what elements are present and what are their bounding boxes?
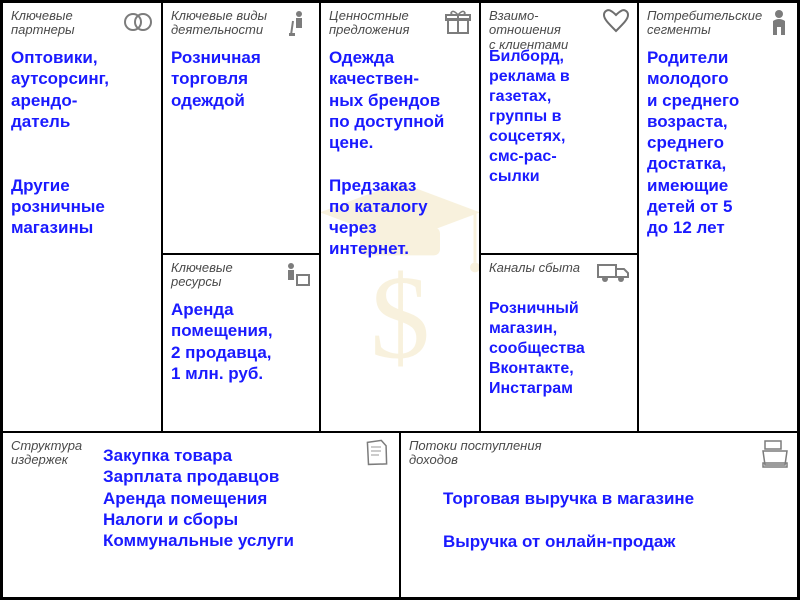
body-key-resources: Аренда помещения, 2 продавца, 1 млн. руб… bbox=[171, 297, 311, 384]
title-revenue: Потоки поступления доходов bbox=[409, 439, 569, 468]
rings-icon bbox=[123, 9, 153, 38]
title-relationships: Взаимо- отношения с клиентами bbox=[489, 9, 568, 52]
cell-channels: Каналы сбыта Розничный магазин, сообщест… bbox=[480, 254, 638, 432]
body-key-activities: Розничная торговля одеждой bbox=[171, 45, 311, 111]
person-box-icon bbox=[283, 261, 311, 292]
gift-icon bbox=[445, 9, 471, 40]
body-relationships: Билборд, реклама в газетах, группы в соц… bbox=[489, 45, 629, 187]
title-key-partners: Ключевые партнеры bbox=[11, 9, 119, 38]
document-icon bbox=[365, 439, 391, 472]
body-value-prop: Одежда качествен- ных брендов по доступн… bbox=[329, 45, 471, 260]
cell-key-partners: Ключевые партнеры Оптовики, аутсорсинг, … bbox=[2, 2, 162, 432]
person-icon bbox=[769, 9, 789, 44]
canvas-root: $ Ключевые партнеры Оптовики, аутсорсинг… bbox=[0, 0, 800, 600]
cell-revenue: Потоки поступления доходов Торговая выру… bbox=[400, 432, 798, 598]
truck-icon bbox=[597, 261, 629, 288]
worker-icon bbox=[287, 9, 311, 42]
heart-icon bbox=[603, 9, 629, 38]
body-channels: Розничный магазин, сообщества Вконтакте,… bbox=[489, 297, 629, 399]
cell-relationships: Взаимо- отношения с клиентами Билборд, р… bbox=[480, 2, 638, 254]
cash-register-icon bbox=[761, 439, 789, 474]
cell-segments: Потребительские сегменты Родители молодо… bbox=[638, 2, 798, 432]
title-key-activities: Ключевые виды деятельности bbox=[171, 9, 283, 38]
title-key-resources: Ключевые ресурсы bbox=[171, 261, 279, 290]
body-segments: Родители молодого и среднего возраста, с… bbox=[647, 45, 789, 238]
cell-key-activities: Ключевые виды деятельности Розничная тор… bbox=[162, 2, 320, 254]
title-segments: Потребительские сегменты bbox=[647, 9, 765, 38]
cell-key-resources: Ключевые ресурсы Аренда помещения, 2 про… bbox=[162, 254, 320, 432]
cell-costs: Структура издержек Закупка товара Зарпла… bbox=[2, 432, 400, 598]
title-costs: Структура издержек bbox=[11, 439, 91, 468]
cell-value-prop: Ценностные предложения Одежда качествен-… bbox=[320, 2, 480, 432]
title-channels: Каналы сбыта bbox=[489, 261, 580, 275]
body-key-partners: Оптовики, аутсорсинг, арендо- датель Дру… bbox=[11, 45, 153, 238]
title-value-prop: Ценностные предложения bbox=[329, 9, 441, 38]
